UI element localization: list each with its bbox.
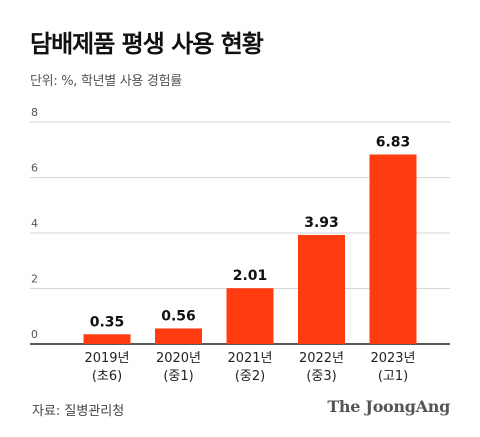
bars <box>83 154 417 344</box>
bar <box>298 234 345 344</box>
value-label: 2.01 <box>233 268 268 284</box>
bar <box>369 154 417 344</box>
x-tick-sublabel: (고1) <box>378 369 408 384</box>
y-tick-label: 6 <box>31 162 38 175</box>
value-labels: 0.35 0.56 2.01 3.93 6.83 <box>90 134 411 330</box>
x-tick-sublabel: (중3) <box>306 369 336 384</box>
bar <box>226 288 274 344</box>
brand-logo: The JoongAng <box>327 397 450 416</box>
chart-title: 담배제품 평생 사용 현황 <box>30 30 264 58</box>
x-tick-label: 2022년 <box>299 351 344 366</box>
y-tick-label: 4 <box>31 217 38 230</box>
x-tick-label: 2023년 <box>370 351 415 366</box>
value-label: 3.93 <box>304 215 339 231</box>
bar <box>83 334 131 344</box>
x-tick-label: 2019년 <box>84 351 129 366</box>
x-tick-label: 2020년 <box>156 351 201 366</box>
chart-subtitle: 단위: %, 학년별 사용 경험률 <box>30 74 182 89</box>
x-tick-sublabel: (초6) <box>92 369 122 384</box>
y-tick-label: 2 <box>31 273 38 286</box>
source-note: 자료: 질병관리청 <box>32 404 125 419</box>
x-tick-labels: 2019년 (초6) 2020년 (중1) 2021년 (중2) 2022년 (중3) 2023… <box>84 351 415 384</box>
y-tick-label: 8 <box>31 106 38 119</box>
value-label: 6.83 <box>376 134 411 150</box>
x-tick-sublabel: (중1) <box>163 369 193 384</box>
value-label: 0.35 <box>90 314 125 330</box>
x-tick-label: 2021년 <box>227 351 272 366</box>
y-tick-label: 0 <box>31 328 38 341</box>
x-tick-sublabel: (중2) <box>235 369 265 384</box>
value-label: 0.56 <box>161 308 196 324</box>
bar <box>155 328 202 344</box>
y-tick-labels: 0 2 4 6 8 <box>31 106 38 341</box>
